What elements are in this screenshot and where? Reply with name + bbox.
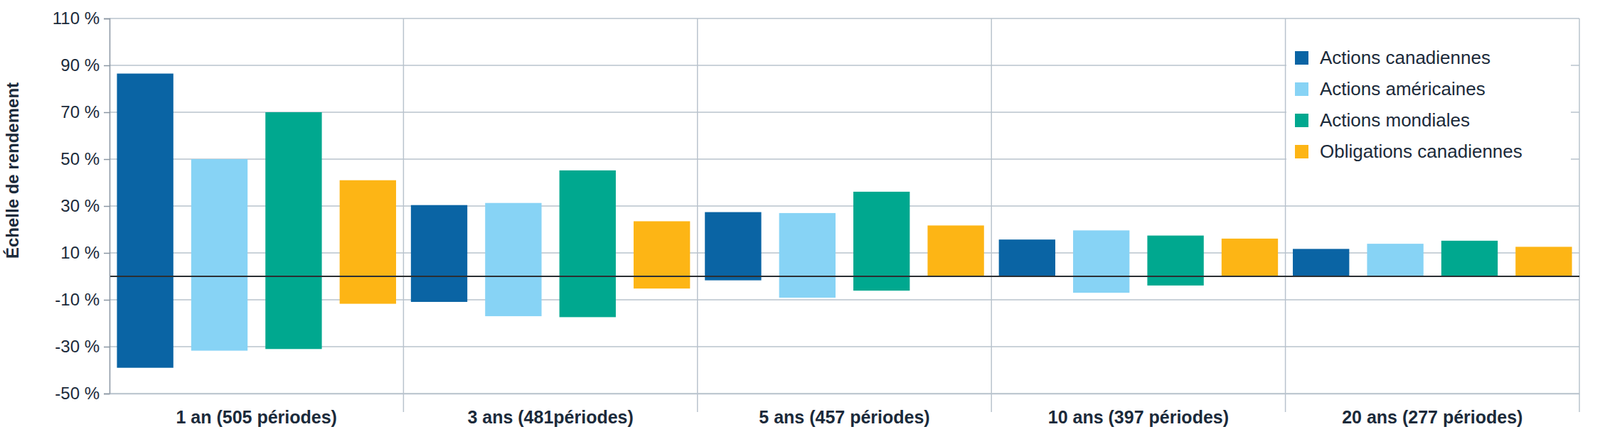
grid-line — [109, 252, 1580, 254]
bar — [191, 159, 248, 352]
tick: 50 % — [60, 149, 110, 169]
legend-label: Obligations canadiennes — [1319, 140, 1523, 163]
baseline — [109, 275, 1580, 278]
tick-label: 110 % — [52, 8, 100, 28]
y-axis: -50 % -30 % -10 % 10 % 30 % 50 % 70 % 90 % 110 % — [52, 8, 111, 404]
tick: 110 % — [52, 8, 110, 28]
tick-mark — [103, 347, 110, 349]
separators — [403, 18, 1580, 413]
tick: 10 ans (397 périodes) — [1048, 407, 1229, 428]
x-axis-line — [110, 393, 1581, 396]
bar — [1221, 238, 1278, 277]
category-label: 1 an (505 périodes) — [175, 407, 337, 428]
legend-swatch — [1294, 113, 1309, 128]
bar — [265, 112, 322, 350]
tick: 5 ans (457 périodes) — [758, 407, 930, 428]
tick-mark — [103, 112, 110, 114]
tick: 70 % — [60, 102, 110, 122]
tick-label: 70 % — [60, 102, 100, 122]
legend: Actions canadiennes Actions américaines Ac… — [1286, 41, 1571, 171]
grid-line — [109, 17, 1580, 20]
bar — [927, 225, 984, 277]
bar — [1515, 246, 1572, 277]
tick-label: -30 % — [54, 337, 100, 357]
legend-background — [1286, 41, 1571, 171]
y-axis-line — [103, 19, 111, 395]
bar — [484, 203, 542, 317]
grid-line — [109, 346, 1580, 348]
tick: 10 % — [60, 243, 110, 263]
bar — [1292, 248, 1349, 277]
bar — [779, 213, 836, 298]
legend-swatch — [1294, 51, 1309, 65]
tick: -10 % — [54, 290, 110, 310]
bar — [1147, 236, 1204, 286]
tick-label: 30 % — [60, 196, 100, 216]
tick: 30 % — [60, 196, 110, 216]
legend-label: Actions américaines — [1319, 78, 1486, 100]
tick-mark — [103, 393, 110, 396]
bar — [633, 221, 690, 289]
tick-mark — [103, 65, 110, 67]
grid-line — [109, 393, 1580, 395]
category-label: 10 ans (397 périodes) — [1048, 407, 1229, 428]
tick-mark — [103, 159, 110, 161]
tick-mark — [103, 253, 110, 255]
tick-label: -10 % — [54, 290, 100, 310]
legend-label: Actions mondiales — [1319, 109, 1470, 131]
bar — [999, 239, 1056, 277]
tick: 1 an (505 périodes) — [175, 407, 337, 428]
tick-mark — [103, 18, 110, 20]
bar — [116, 73, 173, 369]
bars — [116, 73, 1572, 369]
bar — [339, 180, 397, 305]
bar — [559, 170, 616, 318]
legend-label: Actions canadiennes — [1319, 46, 1491, 69]
grid-line — [109, 299, 1580, 301]
y-axis-title: Échelle de rendement — [2, 82, 23, 259]
bar — [1073, 230, 1130, 293]
category-label: 20 ans (277 périodes) — [1341, 407, 1523, 428]
tick-mark — [103, 206, 110, 208]
tick-label: -50 % — [54, 384, 100, 404]
legend-swatch — [1294, 145, 1309, 159]
series — [116, 73, 1349, 369]
separator — [696, 18, 699, 413]
plot: -50 % -30 % -10 % 10 % 30 % 50 % 70 % 90 % 110 %… — [52, 8, 1581, 428]
separator — [990, 18, 992, 413]
separator — [403, 18, 405, 413]
tick: 20 ans (277 périodes) — [1341, 407, 1523, 428]
x-axis: 1 an (505 périodes) 3 ans (481périodes) 5 … — [110, 394, 1581, 428]
tick: 90 % — [60, 55, 110, 75]
grid-line — [109, 205, 1580, 207]
bar — [411, 205, 468, 303]
bar — [1366, 243, 1423, 277]
tick: -50 % — [54, 384, 110, 404]
category-label: 3 ans (481périodes) — [467, 407, 633, 428]
bar — [704, 212, 761, 281]
tick-label: 90 % — [60, 55, 100, 75]
category-label: 5 ans (457 périodes) — [758, 407, 930, 428]
bar — [1441, 241, 1498, 277]
legend-swatch — [1294, 82, 1309, 96]
tick-label: 50 % — [60, 149, 100, 169]
separator — [1284, 18, 1287, 413]
separator — [1578, 18, 1581, 413]
tick-mark — [103, 300, 110, 302]
tick: 3 ans (481périodes) — [467, 407, 633, 428]
chart: -50 % -30 % -10 % 10 % 30 % 50 % 70 % 90 % 110 %… — [0, 0, 1600, 444]
grid — [109, 18, 1580, 394]
tick-label: 10 % — [60, 243, 100, 263]
series — [339, 180, 1573, 305]
series — [191, 159, 1424, 352]
tick: -30 % — [54, 337, 110, 357]
